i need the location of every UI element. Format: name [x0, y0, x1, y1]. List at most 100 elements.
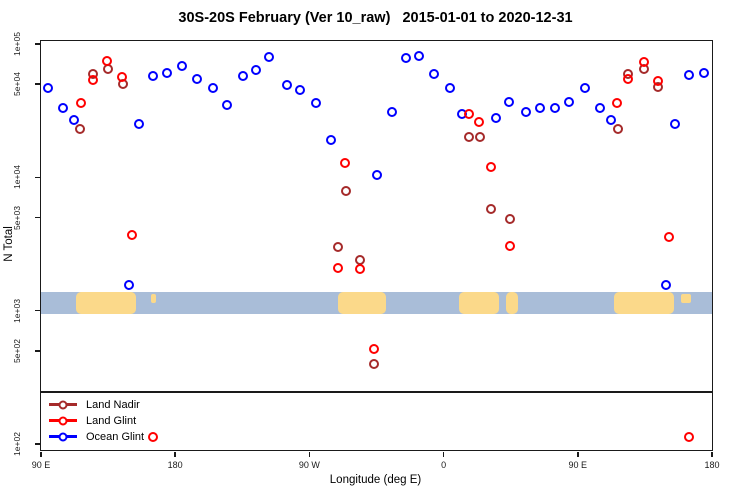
data-point-land-glint	[664, 231, 675, 242]
x-tick-label: 180	[704, 460, 720, 470]
data-point-ocean-glint	[58, 103, 69, 114]
x-tick	[174, 451, 176, 457]
data-point-land-glint	[126, 229, 137, 240]
y-tick-label: 5e+02	[12, 338, 22, 363]
data-point-ocean-glint	[445, 82, 455, 93]
x-tick	[711, 451, 713, 457]
data-point-land-glint	[474, 117, 485, 128]
x-tick-label: 0	[441, 460, 447, 470]
data-point-ocean-glint	[191, 73, 202, 84]
chart-title: 30S-20S February (Ver 10_raw) 2015-01-01…	[178, 10, 573, 26]
data-point-land-glint	[88, 74, 99, 85]
land-segment-island-east-of-australia-wrap	[680, 293, 691, 304]
data-point-land-glint	[116, 71, 127, 82]
data-point-land-glint	[463, 108, 474, 119]
legend-circle-land-glint	[58, 416, 68, 425]
data-point-ocean-glint	[521, 106, 532, 117]
data-point-land-nadir	[505, 213, 516, 224]
data-point-ocean-glint	[123, 279, 134, 290]
data-point-land-glint	[340, 158, 351, 169]
data-point-land-nadir	[613, 124, 624, 135]
data-point-ocean-glint	[282, 80, 293, 91]
data-point-ocean-glint	[684, 69, 695, 80]
data-point-land-glint	[333, 262, 344, 273]
y-tick	[34, 309, 40, 312]
x-tick-label: 90 E	[568, 460, 588, 470]
data-point-ocean-glint	[251, 64, 262, 75]
data-point-ocean-glint	[504, 96, 515, 107]
data-point-land-nadir	[341, 186, 352, 197]
legend-label-ocean-glint: Ocean Glint	[86, 430, 145, 443]
land-segment-island-east-of-australia	[151, 293, 156, 304]
legend-circle-ocean-glint	[58, 432, 68, 441]
legend: Land Nadir Land Glint Ocean Glint	[49, 397, 144, 444]
data-point-ocean-glint	[295, 85, 305, 96]
data-point-land-glint	[612, 98, 623, 109]
y-tick-label: 1e+03	[12, 298, 22, 323]
data-point-land-glint	[147, 431, 158, 442]
y-tick-label: 1e+02	[12, 432, 22, 456]
land-segment-australia-wrap	[614, 292, 674, 314]
data-point-ocean-glint	[698, 67, 709, 78]
data-point-land-nadir	[75, 124, 86, 135]
legend-label-land-nadir: Land Nadir	[86, 398, 140, 411]
y-tick-label: 1e+04	[12, 165, 22, 190]
data-point-land-glint	[623, 73, 634, 84]
x-tick	[40, 451, 42, 457]
legend-entry-land-glint: Land Glint	[49, 413, 144, 428]
data-point-ocean-glint	[263, 51, 274, 62]
data-point-land-nadir	[463, 132, 474, 143]
data-point-ocean-glint	[401, 52, 412, 63]
legend-label-land-glint: Land Glint	[86, 414, 137, 427]
legend-marker-ocean-glint-icon	[49, 431, 77, 443]
data-point-ocean-glint	[413, 51, 424, 62]
plot-area: Land Nadir Land Glint Ocean Glint 1e+02 5e+…	[12, 32, 720, 470]
data-point-ocean-glint	[371, 170, 382, 181]
x-tick	[442, 451, 445, 457]
data-point-ocean-glint	[670, 119, 681, 130]
x-tick-label: 180	[167, 460, 183, 470]
data-point-ocean-glint	[579, 82, 590, 93]
x-tick-label: 90 E	[31, 460, 51, 470]
data-point-ocean-glint	[606, 114, 617, 125]
data-point-land-glint	[653, 75, 664, 86]
data-point-ocean-glint	[660, 279, 671, 290]
y-axis-title: N Total	[3, 226, 15, 262]
data-point-land-glint	[368, 343, 379, 354]
data-point-land-nadir	[333, 242, 344, 253]
x-tick	[308, 451, 311, 457]
map-band	[41, 292, 712, 314]
data-point-land-glint	[102, 55, 113, 66]
data-point-ocean-glint	[161, 67, 172, 78]
data-point-land-nadir	[474, 132, 485, 143]
data-point-land-glint	[355, 263, 366, 274]
data-point-ocean-glint	[133, 119, 144, 130]
data-point-ocean-glint	[595, 103, 606, 114]
data-point-ocean-glint	[326, 135, 337, 146]
data-point-land-nadir	[486, 203, 497, 214]
y-tick-label: 5e+04	[12, 72, 22, 97]
y-tick	[34, 43, 40, 45]
legend-box-divider	[41, 391, 712, 393]
y-tick	[34, 216, 40, 219]
legend-marker-land-nadir-icon	[49, 399, 77, 411]
y-tick-label: 1e+05	[12, 32, 22, 56]
data-point-ocean-glint	[490, 112, 501, 123]
legend-circle-land-nadir	[58, 400, 68, 409]
y-tick	[34, 443, 40, 445]
data-point-ocean-glint	[564, 96, 574, 107]
data-point-ocean-glint	[310, 98, 321, 109]
data-point-ocean-glint	[207, 82, 218, 93]
data-point-ocean-glint	[177, 60, 188, 71]
land-segment-southern-africa	[458, 292, 500, 314]
data-point-ocean-glint	[43, 82, 53, 93]
y-tick	[34, 83, 40, 85]
land-segment-madagascar	[506, 292, 518, 314]
y-tick	[34, 350, 40, 352]
data-point-ocean-glint	[549, 103, 560, 114]
data-point-land-nadir	[368, 358, 379, 369]
data-point-ocean-glint	[535, 103, 546, 114]
legend-marker-land-glint-icon	[49, 415, 77, 427]
data-point-land-glint	[505, 240, 516, 251]
